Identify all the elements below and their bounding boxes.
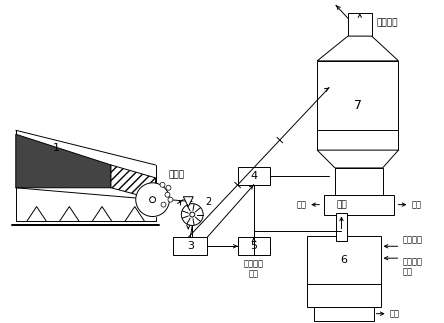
Bar xyxy=(335,168,383,195)
Circle shape xyxy=(166,185,171,190)
Bar xyxy=(314,307,374,321)
Bar xyxy=(238,237,270,255)
Text: 渣铁: 渣铁 xyxy=(296,200,306,209)
Text: 烧结返矿
煤粉: 烧结返矿 煤粉 xyxy=(402,257,422,276)
Bar xyxy=(317,61,398,150)
Bar xyxy=(324,195,393,214)
Text: 渣铁: 渣铁 xyxy=(389,309,400,318)
Bar xyxy=(238,167,270,185)
Bar xyxy=(336,213,347,241)
Circle shape xyxy=(161,202,166,207)
Text: 炉顶煿气: 炉顶煿气 xyxy=(377,18,398,27)
Text: 2: 2 xyxy=(205,197,211,207)
Bar xyxy=(307,284,381,307)
Text: 烧结返矿
煤粉: 烧结返矿 煤粉 xyxy=(244,259,264,278)
Circle shape xyxy=(181,203,203,225)
Polygon shape xyxy=(183,197,193,207)
Polygon shape xyxy=(111,165,155,200)
Circle shape xyxy=(190,212,195,217)
Text: 1: 1 xyxy=(53,143,60,153)
Text: 7: 7 xyxy=(354,99,362,112)
Text: 3: 3 xyxy=(187,241,194,251)
Polygon shape xyxy=(317,150,398,168)
Circle shape xyxy=(168,197,173,202)
Circle shape xyxy=(136,183,170,216)
Text: 6: 6 xyxy=(341,255,348,265)
Text: 渣铁: 渣铁 xyxy=(411,200,421,209)
Bar xyxy=(174,237,207,255)
Polygon shape xyxy=(317,36,398,61)
Circle shape xyxy=(165,192,170,197)
Polygon shape xyxy=(16,134,111,188)
Circle shape xyxy=(160,182,165,187)
Bar xyxy=(348,13,372,36)
Text: 高温煿气: 高温煿气 xyxy=(402,235,422,244)
Bar xyxy=(307,236,381,284)
Text: 氧气: 氧气 xyxy=(336,201,347,210)
Text: 5: 5 xyxy=(250,241,257,251)
Circle shape xyxy=(150,197,155,203)
Text: 烧结矿: 烧结矿 xyxy=(168,170,185,179)
Text: 4: 4 xyxy=(250,171,257,181)
